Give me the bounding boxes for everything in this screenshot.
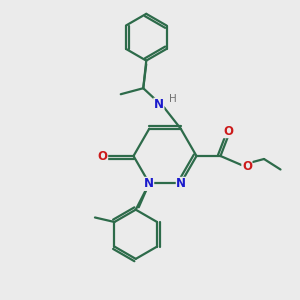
Text: N: N bbox=[144, 177, 154, 190]
Text: N: N bbox=[176, 177, 186, 190]
Text: O: O bbox=[242, 160, 252, 173]
Text: H: H bbox=[169, 94, 176, 104]
Text: N: N bbox=[154, 98, 164, 111]
Text: O: O bbox=[98, 149, 108, 163]
Text: O: O bbox=[223, 124, 233, 138]
